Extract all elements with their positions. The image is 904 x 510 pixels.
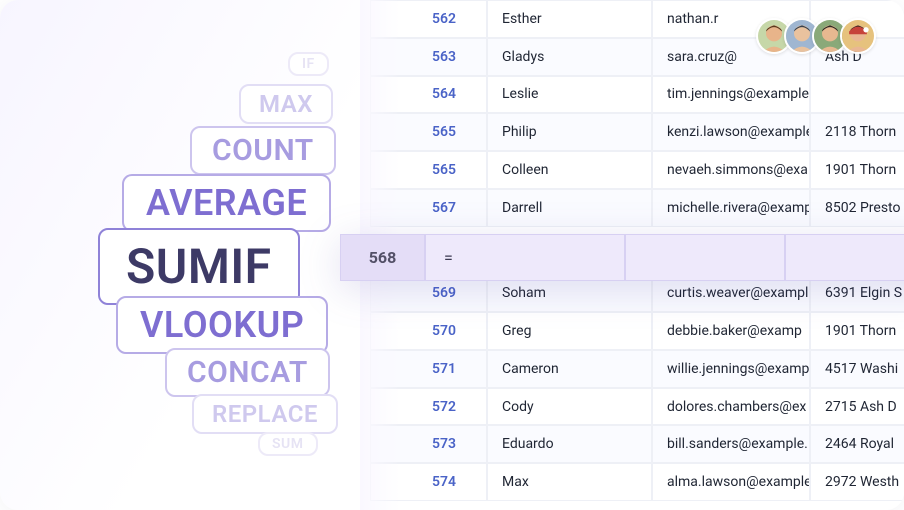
function-tag-count[interactable]: COUNT (190, 126, 336, 175)
cell-id[interactable]: 571 (370, 350, 487, 388)
formula-cell-empty-2[interactable] (785, 234, 904, 281)
formula-input[interactable]: = (425, 234, 625, 281)
cell-name[interactable]: Philip (487, 113, 652, 151)
cell-name[interactable]: Max (487, 463, 652, 501)
table-row[interactable]: 564Leslietim.jennings@example. (370, 76, 904, 114)
cell-name[interactable]: Eduardo (487, 425, 652, 463)
cell-id[interactable]: 562 (370, 0, 487, 38)
table-row[interactable]: 565Colleennevaeh.simmons@exa1901 Thorn (370, 151, 904, 189)
active-formula-row[interactable]: 568 = (340, 234, 904, 281)
cell-email[interactable]: nevaeh.simmons@exa (652, 151, 810, 189)
function-tag-sum[interactable]: SUM (258, 432, 318, 456)
cell-name[interactable]: Colleen (487, 151, 652, 189)
function-tag-max[interactable]: MAX (239, 84, 333, 124)
cell-address[interactable]: 1901 Thorn (810, 312, 904, 350)
function-tag-average[interactable]: AVERAGE (122, 174, 331, 232)
function-tag-concat[interactable]: CONCAT (165, 348, 330, 397)
cell-email[interactable]: debbie.baker@examp (652, 312, 810, 350)
cell-name[interactable]: Gladys (487, 38, 652, 76)
cell-name[interactable]: Esther (487, 0, 652, 38)
cell-name[interactable]: Cameron (487, 350, 652, 388)
cell-email[interactable]: kenzi.lawson@example (652, 113, 810, 151)
hero-canvas: 562Esthernathan.r563Gladyssara.cruz@Ash … (0, 0, 904, 510)
cell-email[interactable]: bill.sanders@example. (652, 425, 810, 463)
function-tag-sumif[interactable]: SUMIF (98, 228, 300, 305)
cell-id[interactable]: 572 (370, 388, 487, 426)
cell-email[interactable]: willie.jennings@examp (652, 350, 810, 388)
collaborator-avatars (764, 18, 876, 54)
table-row[interactable]: 571Cameronwillie.jennings@examp4517 Wash… (370, 350, 904, 388)
cell-id[interactable]: 565 (370, 151, 487, 189)
formula-row-id: 568 (340, 234, 425, 281)
cell-name[interactable]: Darrell (487, 189, 652, 227)
cell-id[interactable]: 565 (370, 113, 487, 151)
cell-id[interactable]: 564 (370, 76, 487, 114)
function-tag-vlookup[interactable]: VLOOKUP (116, 296, 328, 354)
cell-name[interactable]: Leslie (487, 76, 652, 114)
cell-id[interactable]: 570 (370, 312, 487, 350)
cell-address[interactable]: 2972 Westh (810, 463, 904, 501)
table-row[interactable]: 567Darrellmichelle.rivera@examp8502 Pres… (370, 189, 904, 227)
table-row[interactable]: 565Philipkenzi.lawson@example2118 Thorn (370, 113, 904, 151)
cell-address[interactable]: 2715 Ash D (810, 388, 904, 426)
cell-id[interactable]: 567 (370, 189, 487, 227)
table-row[interactable]: 573Eduardobill.sanders@example.2464 Roya… (370, 425, 904, 463)
cell-email[interactable]: michelle.rivera@examp (652, 189, 810, 227)
table-row[interactable]: 572Codydolores.chambers@ex2715 Ash D (370, 388, 904, 426)
cell-address[interactable]: 2464 Royal (810, 425, 904, 463)
cell-address[interactable]: 8502 Presto (810, 189, 904, 227)
cell-address[interactable] (810, 76, 904, 114)
cell-email[interactable]: dolores.chambers@ex (652, 388, 810, 426)
cell-id[interactable]: 574 (370, 463, 487, 501)
cell-address[interactable]: 2118 Thorn (810, 113, 904, 151)
function-tag-if[interactable]: IF (288, 52, 329, 76)
cell-name[interactable]: Cody (487, 388, 652, 426)
formula-cell-empty-1[interactable] (625, 234, 785, 281)
cell-address[interactable]: 4517 Washi (810, 350, 904, 388)
table-row[interactable]: 570Gregdebbie.baker@examp1901 Thorn (370, 312, 904, 350)
cell-id[interactable]: 563 (370, 38, 487, 76)
table-row[interactable]: 574Maxalma.lawson@example2972 Westh (370, 463, 904, 501)
function-tag-replace[interactable]: REPLACE (192, 394, 338, 434)
avatar[interactable] (840, 18, 876, 54)
cell-email[interactable]: alma.lawson@example (652, 463, 810, 501)
cell-email[interactable]: tim.jennings@example. (652, 76, 810, 114)
cell-address[interactable]: 1901 Thorn (810, 151, 904, 189)
cell-name[interactable]: Greg (487, 312, 652, 350)
cell-id[interactable]: 573 (370, 425, 487, 463)
